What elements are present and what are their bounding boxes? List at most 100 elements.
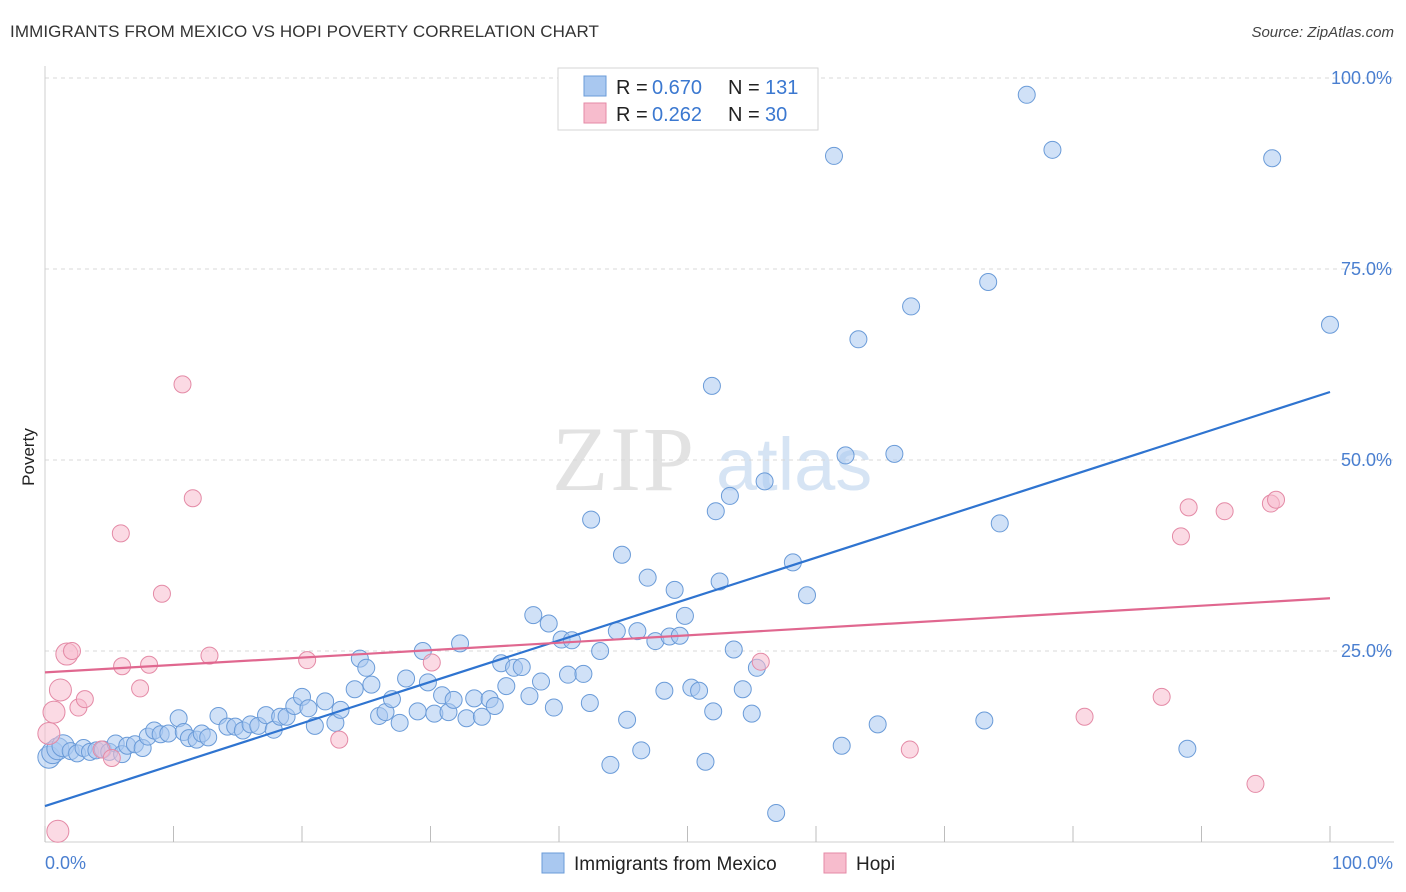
legend-swatch-pink	[583, 102, 607, 124]
mexico-point-119	[990, 514, 1009, 533]
mexico-point-86	[632, 741, 651, 760]
hopi-point-0	[37, 722, 61, 746]
hopi-point-2	[48, 678, 72, 702]
hopi-point-17	[298, 651, 317, 670]
mexico-point-43	[345, 680, 364, 699]
mexico-point-110	[824, 146, 843, 165]
trend-line-mexico	[44, 390, 1331, 808]
hopi-point-26	[1215, 502, 1234, 521]
hopi-point-21	[900, 740, 919, 759]
mexico-point-84	[618, 710, 637, 729]
mexico-point-124	[1321, 315, 1339, 334]
mexico-point-98	[704, 702, 723, 721]
hopi-point-24	[1171, 527, 1190, 546]
mexico-point-45	[357, 658, 376, 677]
watermark-zip: ZIP	[552, 408, 696, 510]
hopi-point-22	[1075, 707, 1094, 726]
legend-swatch-blue	[583, 75, 607, 97]
legend-pink-n-label: N =	[728, 104, 760, 126]
hopi-point-9	[111, 524, 130, 543]
mexico-point-62	[472, 707, 491, 726]
mexico-point-93	[675, 606, 694, 625]
source-label: Source: ZipAtlas.com	[1251, 24, 1394, 41]
y-axis-label: Poverty	[19, 428, 38, 486]
hopi-point-12	[140, 655, 159, 674]
mexico-point-50	[390, 713, 409, 732]
hopi-point-29	[1267, 490, 1286, 509]
mexico-point-101	[720, 486, 739, 505]
hopi-point-4	[62, 642, 81, 660]
mexico-point-102	[724, 640, 743, 659]
hopi-point-14	[173, 375, 192, 394]
legend-box: R = 0.670 N = 131 R = 0.262 N = 30	[557, 67, 819, 131]
hopi-point-18	[330, 730, 349, 749]
hopi-point-25	[1179, 498, 1198, 517]
mexico-point-80	[591, 642, 610, 660]
mexico-point-60	[457, 709, 476, 728]
mexico-point-114	[868, 715, 887, 734]
hopi-point-23	[1152, 687, 1171, 706]
legend-pink-r-label: R =	[616, 104, 648, 126]
legend-pink-r-value: 0.262	[652, 104, 702, 126]
mexico-point-71	[532, 672, 551, 691]
mexico-point-106	[755, 472, 774, 491]
hopi-point-10	[113, 657, 132, 676]
hopi-point-16	[200, 646, 219, 665]
y-tick-label-1: 50.0%	[1341, 450, 1392, 470]
y-tick-label-0: 25.0%	[1341, 641, 1392, 661]
mexico-point-103	[733, 680, 752, 699]
mexico-point-58	[444, 690, 463, 709]
mexico-point-122	[1178, 739, 1197, 758]
mexico-point-73	[544, 698, 563, 717]
mexico-point-79	[582, 510, 601, 529]
mexico-point-97	[702, 376, 721, 395]
mexico-point-118	[979, 272, 998, 291]
watermark-atlas: atlas	[716, 423, 872, 506]
x-tick-label-1: 100.0%	[1332, 853, 1393, 873]
chart-title: IMMIGRANTS FROM MEXICO VS HOPI POVERTY C…	[10, 22, 600, 41]
mexico-point-75	[558, 665, 577, 684]
trend-lines	[44, 390, 1331, 808]
hopi-point-8	[102, 748, 121, 767]
mexico-point-120	[1017, 85, 1036, 104]
legend-pink-n-value: 30	[765, 104, 787, 126]
mexico-point-96	[696, 752, 715, 771]
mexico-point-112	[836, 446, 855, 465]
legend-blue-n-value: 131	[765, 77, 798, 99]
mexico-point-116	[902, 297, 921, 316]
mexico-point-52	[408, 702, 427, 721]
mexico-point-100	[710, 572, 729, 591]
hopi-point-11	[131, 679, 150, 698]
mexico-point-95	[690, 681, 709, 700]
bottom-legend-swatch-pink	[823, 852, 847, 874]
mexico-point-89	[655, 681, 674, 700]
x-tick-label-0: 0.0%	[45, 853, 86, 873]
mexico-point-64	[485, 697, 504, 716]
mexico-point-115	[885, 444, 904, 463]
mexico-point-117	[975, 711, 994, 730]
mexico-point-25	[199, 728, 218, 747]
legend-blue-r-value: 0.670	[652, 77, 702, 99]
mexico-point-82	[607, 622, 626, 641]
tick-labels: 25.0% 50.0% 75.0% 100.0% 0.0% 100.0%	[45, 68, 1393, 873]
mexico-point-72	[539, 614, 558, 633]
mexico-point-87	[638, 568, 657, 587]
mexico-point-99	[706, 502, 725, 521]
watermark: ZIP atlas	[552, 408, 872, 510]
mexico-point-78	[580, 693, 599, 712]
mexico-point-77	[574, 664, 593, 683]
legend-blue-r-label: R =	[616, 77, 648, 99]
mexico-point-107	[767, 803, 786, 822]
legend-blue-n-label: N =	[728, 77, 760, 99]
gridlines	[45, 77, 1394, 652]
bottom-legend: Immigrants from Mexico Hopi	[541, 852, 895, 875]
y-tick-label-2: 75.0%	[1341, 259, 1392, 279]
mexico-point-83	[612, 545, 631, 564]
bottom-legend-swatch-blue	[541, 852, 565, 874]
mexico-point-51	[397, 669, 416, 688]
mexico-point-104	[742, 704, 761, 723]
bottom-legend-pink-label: Hopi	[856, 854, 895, 875]
hopi-point-6	[75, 690, 94, 709]
mexico-point-111	[832, 736, 851, 755]
